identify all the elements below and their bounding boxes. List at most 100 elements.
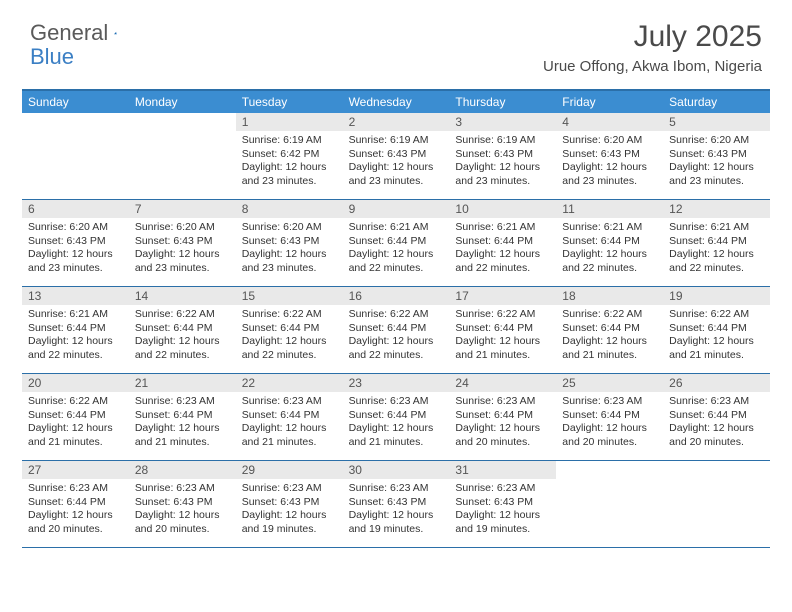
- day-line: Sunset: 6:44 PM: [669, 235, 764, 249]
- day-line: Sunset: 6:43 PM: [242, 235, 337, 249]
- day-cell: 24Sunrise: 6:23 AMSunset: 6:44 PMDayligh…: [449, 374, 556, 460]
- day-line: Sunrise: 6:23 AM: [242, 395, 337, 409]
- day-line: Sunset: 6:44 PM: [349, 235, 444, 249]
- day-line: Sunrise: 6:21 AM: [349, 221, 444, 235]
- day-cell: 12Sunrise: 6:21 AMSunset: 6:44 PMDayligh…: [663, 200, 770, 286]
- day-content: Sunrise: 6:22 AMSunset: 6:44 PMDaylight:…: [343, 305, 450, 367]
- day-cell: [129, 113, 236, 199]
- day-line: Daylight: 12 hours and 23 minutes.: [669, 161, 764, 188]
- day-content: Sunrise: 6:23 AMSunset: 6:44 PMDaylight:…: [556, 392, 663, 454]
- day-number: 4: [556, 113, 663, 131]
- day-number: 26: [663, 374, 770, 392]
- day-line: Sunset: 6:44 PM: [562, 409, 657, 423]
- day-line: Daylight: 12 hours and 23 minutes.: [349, 161, 444, 188]
- day-cell: 9Sunrise: 6:21 AMSunset: 6:44 PMDaylight…: [343, 200, 450, 286]
- day-line: Daylight: 12 hours and 22 minutes.: [562, 248, 657, 275]
- day-line: Sunrise: 6:21 AM: [28, 308, 123, 322]
- day-line: Sunrise: 6:21 AM: [562, 221, 657, 235]
- day-content: Sunrise: 6:19 AMSunset: 6:43 PMDaylight:…: [343, 131, 450, 193]
- day-number: 11: [556, 200, 663, 218]
- week-row: 1Sunrise: 6:19 AMSunset: 6:42 PMDaylight…: [22, 113, 770, 200]
- day-content: Sunrise: 6:20 AMSunset: 6:43 PMDaylight:…: [22, 218, 129, 280]
- title-block: July 2025 Urue Offong, Akwa Ibom, Nigeri…: [543, 20, 762, 75]
- day-line: Sunrise: 6:22 AM: [562, 308, 657, 322]
- day-line: Daylight: 12 hours and 19 minutes.: [455, 509, 550, 536]
- day-content: Sunrise: 6:23 AMSunset: 6:43 PMDaylight:…: [449, 479, 556, 541]
- day-line: Sunrise: 6:23 AM: [349, 395, 444, 409]
- day-number: 6: [22, 200, 129, 218]
- calendar-table: SundayMondayTuesdayWednesdayThursdayFrid…: [22, 89, 770, 548]
- week-row: 27Sunrise: 6:23 AMSunset: 6:44 PMDayligh…: [22, 461, 770, 548]
- day-line: Sunrise: 6:20 AM: [28, 221, 123, 235]
- page-header: General July 2025 Urue Offong, Akwa Ibom…: [0, 0, 792, 83]
- day-number: 13: [22, 287, 129, 305]
- day-cell: 8Sunrise: 6:20 AMSunset: 6:43 PMDaylight…: [236, 200, 343, 286]
- day-cell: [22, 113, 129, 199]
- day-line: Sunset: 6:43 PM: [455, 496, 550, 510]
- day-line: Sunset: 6:44 PM: [669, 322, 764, 336]
- day-content: Sunrise: 6:23 AMSunset: 6:44 PMDaylight:…: [343, 392, 450, 454]
- day-content: Sunrise: 6:21 AMSunset: 6:44 PMDaylight:…: [22, 305, 129, 367]
- week-row: 13Sunrise: 6:21 AMSunset: 6:44 PMDayligh…: [22, 287, 770, 374]
- month-title: July 2025: [543, 20, 762, 54]
- day-line: Daylight: 12 hours and 20 minutes.: [455, 422, 550, 449]
- day-number: 12: [663, 200, 770, 218]
- day-number: 14: [129, 287, 236, 305]
- weekday-label: Saturday: [663, 91, 770, 113]
- day-line: Daylight: 12 hours and 23 minutes.: [242, 248, 337, 275]
- day-line: Sunrise: 6:19 AM: [349, 134, 444, 148]
- day-content: Sunrise: 6:22 AMSunset: 6:44 PMDaylight:…: [236, 305, 343, 367]
- day-cell: 18Sunrise: 6:22 AMSunset: 6:44 PMDayligh…: [556, 287, 663, 373]
- day-line: Daylight: 12 hours and 19 minutes.: [349, 509, 444, 536]
- day-number: 17: [449, 287, 556, 305]
- day-cell: 22Sunrise: 6:23 AMSunset: 6:44 PMDayligh…: [236, 374, 343, 460]
- weekday-label: Sunday: [22, 91, 129, 113]
- day-number: 7: [129, 200, 236, 218]
- day-line: Daylight: 12 hours and 22 minutes.: [28, 335, 123, 362]
- day-content: Sunrise: 6:22 AMSunset: 6:44 PMDaylight:…: [129, 305, 236, 367]
- day-content: Sunrise: 6:21 AMSunset: 6:44 PMDaylight:…: [663, 218, 770, 280]
- day-cell: 11 Sunrise: 6:21 AMSunset: 6:44 PMDayligh…: [556, 200, 663, 286]
- day-line: Sunrise: 6:23 AM: [562, 395, 657, 409]
- location-text: Urue Offong, Akwa Ibom, Nigeria: [543, 58, 762, 75]
- day-content: Sunrise: 6:22 AMSunset: 6:44 PMDaylight:…: [663, 305, 770, 367]
- day-line: Sunset: 6:44 PM: [455, 235, 550, 249]
- day-line: Sunset: 6:44 PM: [242, 409, 337, 423]
- day-cell: 17Sunrise: 6:22 AMSunset: 6:44 PMDayligh…: [449, 287, 556, 373]
- day-line: Daylight: 12 hours and 20 minutes.: [562, 422, 657, 449]
- day-number: 19: [663, 287, 770, 305]
- day-line: Daylight: 12 hours and 21 minutes.: [242, 422, 337, 449]
- day-number: 24: [449, 374, 556, 392]
- day-content: Sunrise: 6:20 AMSunset: 6:43 PMDaylight:…: [129, 218, 236, 280]
- day-cell: 14Sunrise: 6:22 AMSunset: 6:44 PMDayligh…: [129, 287, 236, 373]
- day-line: Sunset: 6:44 PM: [28, 322, 123, 336]
- day-line: Sunset: 6:44 PM: [135, 322, 230, 336]
- day-cell: 26Sunrise: 6:23 AMSunset: 6:44 PMDayligh…: [663, 374, 770, 460]
- day-number: 29: [236, 461, 343, 479]
- day-cell: [663, 461, 770, 547]
- week-row: 6Sunrise: 6:20 AMSunset: 6:43 PMDaylight…: [22, 200, 770, 287]
- day-line: Sunrise: 6:23 AM: [455, 482, 550, 496]
- weekday-label: Monday: [129, 91, 236, 113]
- day-line: Sunset: 6:44 PM: [28, 409, 123, 423]
- day-cell: 21Sunrise: 6:23 AMSunset: 6:44 PMDayligh…: [129, 374, 236, 460]
- weekday-label: Wednesday: [343, 91, 450, 113]
- day-line: Sunset: 6:43 PM: [455, 148, 550, 162]
- day-line: Sunrise: 6:21 AM: [455, 221, 550, 235]
- day-line: Daylight: 12 hours and 23 minutes.: [242, 161, 337, 188]
- day-line: Daylight: 12 hours and 19 minutes.: [242, 509, 337, 536]
- day-line: Sunset: 6:44 PM: [562, 235, 657, 249]
- day-line: Sunrise: 6:21 AM: [669, 221, 764, 235]
- day-content: Sunrise: 6:23 AMSunset: 6:44 PMDaylight:…: [449, 392, 556, 454]
- day-number: 21: [129, 374, 236, 392]
- day-cell: 29Sunrise: 6:23 AMSunset: 6:43 PMDayligh…: [236, 461, 343, 547]
- day-number: 23: [343, 374, 450, 392]
- weekday-label: Friday: [556, 91, 663, 113]
- day-line: Sunset: 6:44 PM: [349, 322, 444, 336]
- day-line: Daylight: 12 hours and 22 minutes.: [455, 248, 550, 275]
- day-number: 5: [663, 113, 770, 131]
- calendar-body: 1Sunrise: 6:19 AMSunset: 6:42 PMDaylight…: [22, 113, 770, 548]
- day-line: Sunrise: 6:23 AM: [669, 395, 764, 409]
- day-line: Daylight: 12 hours and 22 minutes.: [349, 335, 444, 362]
- day-content: Sunrise: 6:20 AMSunset: 6:43 PMDaylight:…: [556, 131, 663, 193]
